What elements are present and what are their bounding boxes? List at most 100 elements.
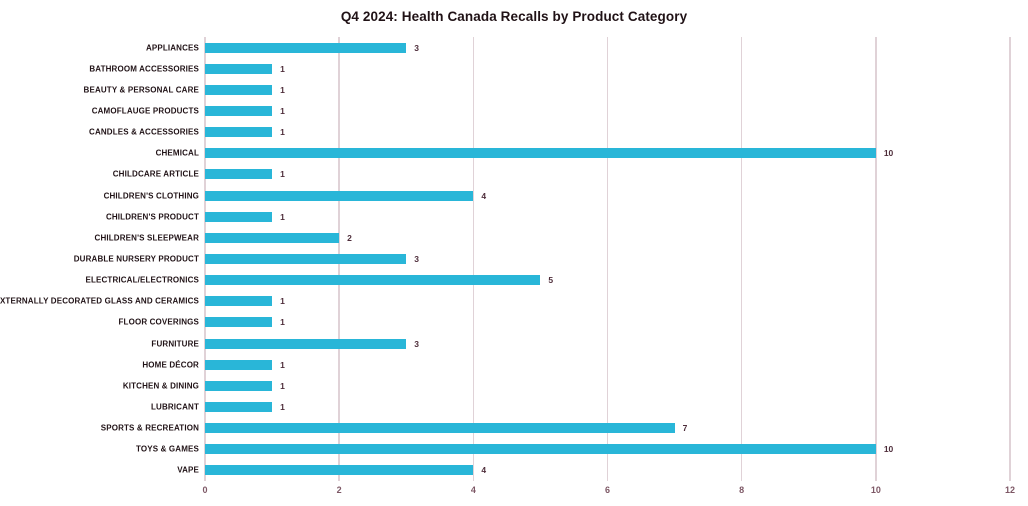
category-label: CHILDREN'S PRODUCT: [105, 212, 199, 222]
category-row: APPLIANCES 3: [146, 37, 1010, 58]
value-label: 3: [414, 253, 419, 264]
bar[interactable]: [205, 42, 407, 53]
bar[interactable]: [205, 169, 273, 180]
category-label: BEAUTY & PERSONAL CARE: [83, 85, 199, 95]
chart-title: Q4 2024: Health Canada Recalls by Produc…: [340, 9, 688, 24]
value-label: 10: [883, 444, 894, 455]
category-row: FURNITURE 3: [151, 333, 1010, 354]
category-row: SPORTS & RECREATION 7: [101, 418, 1010, 439]
x-tick-label: 6: [604, 485, 611, 495]
category-row: CANDLES & ACCESSORIES 1: [89, 122, 1010, 143]
x-tick-label: 0: [202, 485, 208, 495]
bar[interactable]: [205, 190, 474, 201]
category-row: TOYS & GAMES 10: [136, 439, 1010, 460]
category-row: KITCHEN & DINING 1: [123, 375, 1010, 396]
value-label: 1: [280, 359, 285, 370]
category-row: VAPE 4: [177, 460, 1010, 481]
value-label: 3: [414, 338, 419, 349]
category-row: CHILDREN'S CLOTHING 4: [104, 185, 1010, 206]
bar[interactable]: [205, 444, 876, 455]
category-rows: APPLIANCES 3 BATHROOM ACCESSORIES 1 BEAUTY &…: [0, 37, 1010, 481]
value-label: 1: [280, 63, 285, 74]
bar[interactable]: [205, 84, 273, 95]
bar[interactable]: [205, 296, 273, 307]
value-label: 1: [280, 380, 285, 391]
category-row: BATHROOM ACCESSORIES 1: [89, 58, 1010, 79]
plot-area: APPLIANCES 3 BATHROOM ACCESSORIES 1 BEAUTY &…: [0, 37, 1011, 481]
value-label: 1: [280, 84, 285, 95]
category-row: CHILDREN'S SLEEPWEAR 2: [95, 227, 1010, 248]
category-label: FURNITURE: [151, 339, 199, 349]
category-label: SPORTS & RECREATION: [100, 423, 199, 433]
bar[interactable]: [205, 105, 273, 116]
bar[interactable]: [205, 275, 541, 286]
value-label: 10: [883, 148, 894, 159]
x-tick-label: 2: [336, 485, 342, 495]
value-label: 5: [548, 275, 554, 286]
category-row: BEAUTY & PERSONAL CARE 1: [84, 79, 1010, 100]
bar[interactable]: [205, 317, 273, 328]
bar[interactable]: [205, 423, 675, 434]
bar[interactable]: [205, 380, 273, 391]
gridline-vertical: [606, 37, 609, 481]
category-label: APPLIANCES: [145, 43, 199, 53]
x-tick-label: 12: [1004, 485, 1016, 495]
value-label: 2: [347, 232, 352, 243]
bar[interactable]: [205, 127, 273, 138]
category-row: LUBRICANT 1: [151, 396, 1010, 417]
gridline-vertical: [472, 37, 475, 481]
gridline-vertical: [740, 37, 743, 481]
category-label: BATHROOM ACCESSORIES: [89, 64, 199, 74]
gridline-vertical: [1009, 37, 1011, 481]
category-label: CHEMICAL: [155, 148, 199, 158]
category-row: HOME DÉCOR 1: [142, 354, 1010, 375]
value-label: 3: [414, 42, 419, 53]
bar[interactable]: [205, 253, 407, 264]
value-label: 4: [481, 465, 487, 476]
category-row: DURABLE NURSERY PRODUCT 3: [74, 248, 1010, 269]
x-tick-label: 10: [870, 485, 881, 495]
category-label: CHILDCARE ARTICLE: [112, 169, 199, 179]
bar[interactable]: [205, 465, 474, 476]
value-label: 1: [280, 169, 285, 180]
x-tick-label: 8: [739, 485, 745, 495]
value-label: 1: [280, 317, 285, 328]
bar[interactable]: [205, 401, 273, 412]
category-label: LUBRICANT: [150, 402, 199, 412]
category-label: ELECTRICAL/ELECTRONICS: [85, 275, 199, 285]
category-row: CAMOFLAUGE PRODUCTS 1: [92, 100, 1010, 121]
category-label: CAMOFLAUGE PRODUCTS: [91, 106, 199, 116]
category-label: DURABLE NURSERY PRODUCT: [73, 254, 199, 264]
value-label: 1: [280, 127, 285, 138]
value-label: 1: [280, 105, 285, 116]
category-label: EXTERNALLY DECORATED GLASS AND CERAMICS: [0, 296, 199, 306]
value-label: 1: [280, 401, 285, 412]
value-label: 1: [280, 296, 285, 307]
bar[interactable]: [205, 148, 876, 159]
bar[interactable]: [205, 63, 273, 74]
category-label: HOME DÉCOR: [142, 360, 199, 370]
category-row: EXTERNALLY DECORATED GLASS AND CERAMICS 1: [0, 291, 1010, 312]
bar[interactable]: [205, 232, 340, 243]
bar[interactable]: [205, 338, 407, 349]
gridline-vertical: [875, 37, 877, 481]
category-label: CHILDREN'S CLOTHING: [103, 191, 199, 201]
x-tick-label: 4: [470, 485, 476, 495]
category-row: CHILDREN'S PRODUCT 1: [106, 206, 1010, 227]
value-label: 4: [481, 190, 487, 201]
bar[interactable]: [205, 211, 273, 222]
category-row: FLOOR COVERINGS 1: [119, 312, 1010, 333]
category-row: CHILDCARE ARTICLE 1: [113, 164, 1010, 185]
category-label: CHILDREN'S SLEEPWEAR: [94, 233, 199, 243]
category-label: TOYS & GAMES: [136, 444, 199, 454]
category-label: KITCHEN & DINING: [122, 381, 199, 391]
value-label: 1: [280, 211, 285, 222]
category-label: VAPE: [177, 465, 199, 475]
category-label: FLOOR COVERINGS: [118, 317, 199, 327]
category-label: CANDLES & ACCESSORIES: [89, 127, 199, 137]
category-row: ELECTRICAL/ELECTRONICS 5: [85, 270, 1010, 291]
bar[interactable]: [205, 359, 273, 370]
value-label: 7: [682, 423, 688, 434]
x-axis: 0 2 4 6 8 10 12: [202, 483, 1015, 499]
